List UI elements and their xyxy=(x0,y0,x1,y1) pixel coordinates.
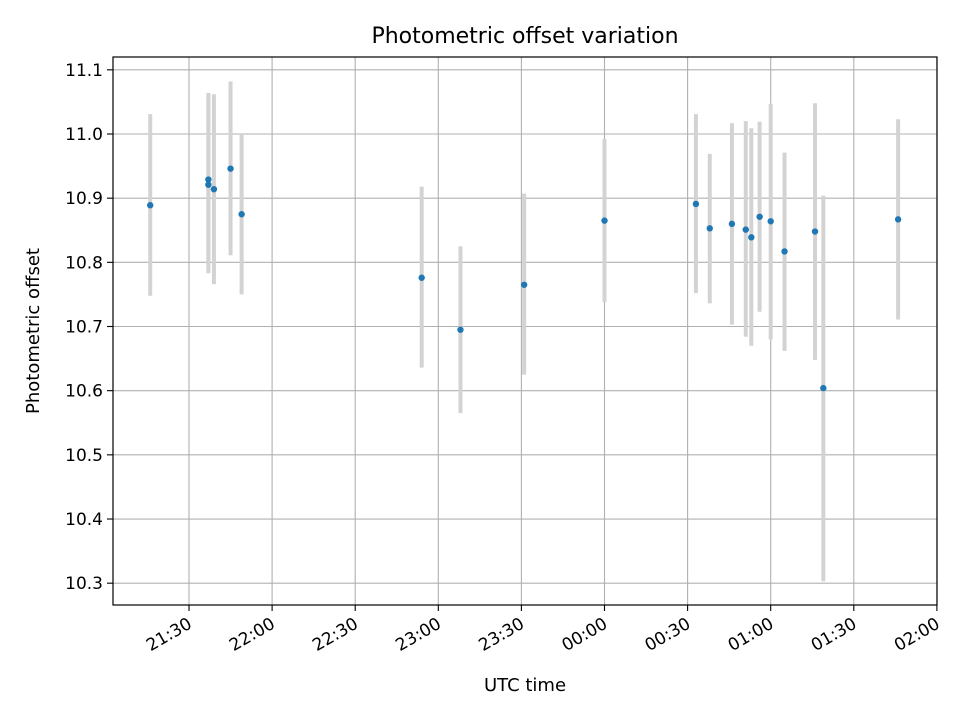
data-point xyxy=(748,234,755,241)
data-point xyxy=(767,218,774,225)
data-point xyxy=(894,216,902,223)
data-point xyxy=(238,211,245,218)
data-point xyxy=(756,213,763,220)
y-tick-label: 10.5 xyxy=(65,446,103,466)
data-point xyxy=(147,202,154,209)
data-point xyxy=(692,200,700,208)
y-tick-label: 10.9 xyxy=(65,189,103,209)
y-tick-label: 10.7 xyxy=(65,318,103,338)
plot-frame xyxy=(112,56,938,606)
y-tick-label: 10.3 xyxy=(65,574,103,594)
data-point xyxy=(227,165,234,172)
data-point xyxy=(781,248,788,255)
y-axis-ticks: 10.3 10.4 10.5 10.6 10.7 10.8 10.9 11.0 11.1 xyxy=(65,61,113,594)
y-tick-label: 11.1 xyxy=(65,61,103,81)
y-tick-label: 10.4 xyxy=(65,510,103,530)
data-point xyxy=(210,185,218,193)
y-axis-label: Photometric offset xyxy=(23,248,44,414)
data-point xyxy=(520,281,528,288)
y-tick-label: 11.0 xyxy=(65,125,103,145)
data-point xyxy=(205,181,212,188)
data-point xyxy=(811,228,819,235)
y-tick-label: 10.6 xyxy=(65,382,103,402)
data-point xyxy=(205,176,212,183)
data-point xyxy=(457,326,464,333)
y-tick-label: 10.8 xyxy=(65,253,103,273)
chart-title: Photometric offset variation xyxy=(371,24,678,49)
data-point xyxy=(742,226,749,233)
x-axis-label: UTC time xyxy=(484,675,566,696)
data-point xyxy=(728,220,736,228)
data-point xyxy=(601,217,608,224)
data-point xyxy=(706,225,713,232)
data-points xyxy=(147,165,902,392)
data-point xyxy=(820,384,827,392)
data-point xyxy=(418,274,425,281)
